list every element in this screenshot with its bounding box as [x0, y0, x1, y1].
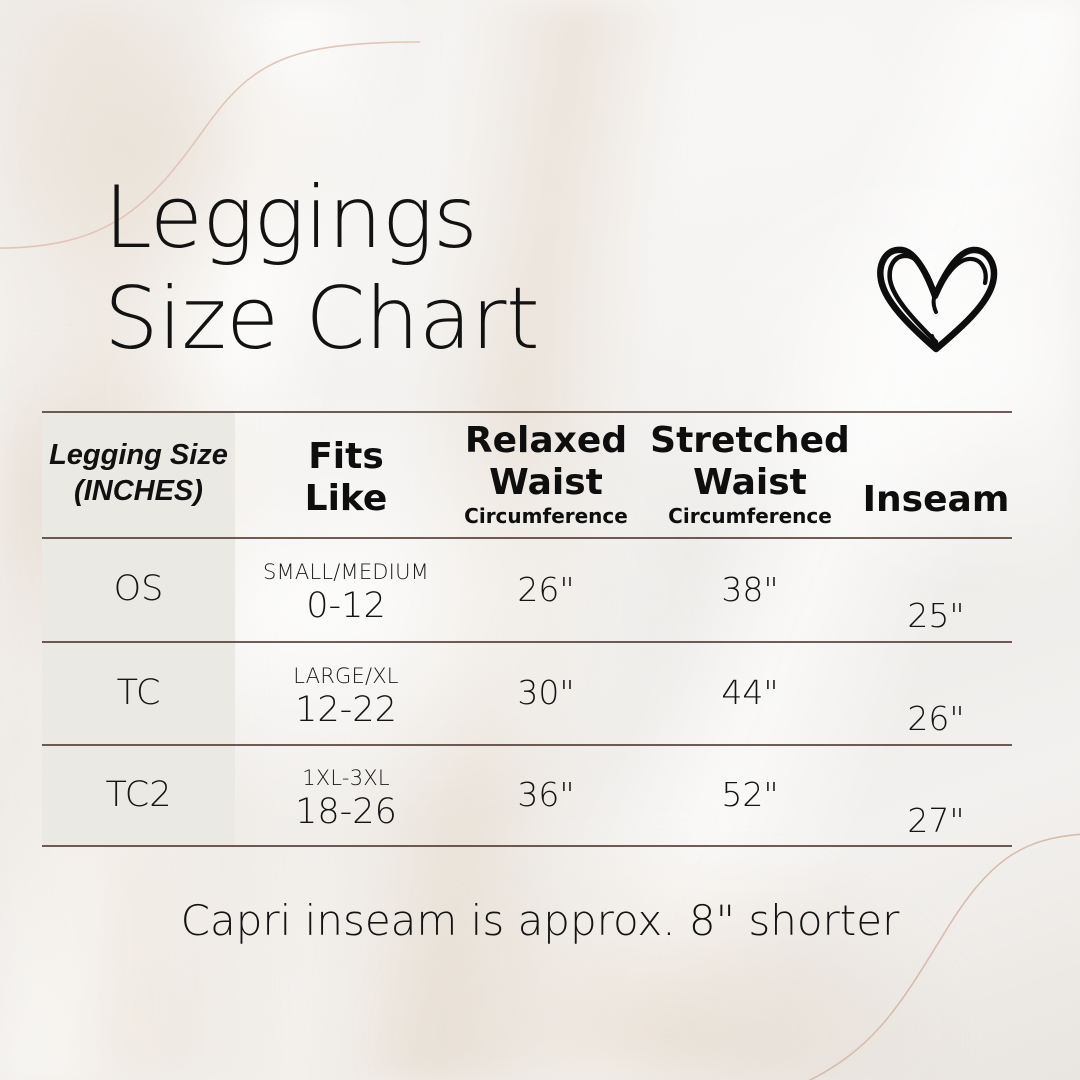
table-row: OS SMALL/MEDIUM 0-12 26" 38" 25" [42, 537, 1012, 641]
cell-stretched-value: 38" [721, 569, 779, 609]
table-rule-header [42, 537, 1012, 539]
header-relaxed-line2: Waist [489, 461, 603, 503]
cell-stretched-value: 52" [721, 775, 779, 814]
table-rule-row-1 [42, 641, 1012, 643]
cell-relaxed-value: 30" [517, 673, 575, 712]
header-fits-line1: Fits [308, 436, 384, 478]
header-cell-stretched-waist: Stretched Waist Circumference [646, 411, 854, 539]
header-stretched-line2: Waist [693, 461, 807, 503]
cell-size-value: TC2 [105, 774, 172, 815]
cell-inseam-value: 25" [907, 595, 965, 635]
size-column-background [42, 411, 235, 845]
cell-fits-label: LARGE/XL [293, 663, 399, 688]
cell-inseam-value: 27" [907, 801, 965, 840]
cell-size-value: TC [116, 672, 161, 713]
header-relaxed-line1: Relaxed [464, 419, 628, 461]
cell-fits-range: 12-22 [295, 689, 397, 730]
cell-fits-label: SMALL/MEDIUM [263, 560, 429, 584]
cell-size-value: OS [113, 569, 164, 609]
cell-fits-range: 18-26 [295, 791, 397, 832]
header-cell-inseam: Inseam [860, 411, 1012, 563]
cell-fits-label: 1XL-3XL [302, 765, 390, 790]
cell-stretched-waist: 52" [646, 744, 854, 847]
cell-relaxed-value: 26" [517, 569, 575, 609]
cell-inseam: 26" [860, 641, 1012, 770]
header-inseam-line1: Inseam [862, 479, 1010, 521]
table-rule-row-2 [42, 744, 1012, 746]
header-relaxed-sub: Circumference [464, 504, 628, 529]
cell-inseam: 25" [860, 537, 1012, 667]
cell-relaxed-value: 36" [517, 775, 575, 814]
cell-relaxed-waist: 36" [446, 744, 646, 847]
cell-relaxed-waist: 30" [446, 641, 646, 746]
cell-inseam-value: 26" [907, 699, 965, 738]
page-title: Leggings Size Chart [104, 168, 804, 371]
table-row: TC LARGE/XL 12-22 30" 44" 26" [42, 641, 1012, 744]
cell-stretched-waist: 44" [646, 641, 854, 746]
heart-doodle-icon [877, 246, 998, 353]
cell-fits-like: 1XL-3XL 18-26 [248, 744, 444, 849]
header-cell-size: Legging Size (INCHES) [42, 411, 235, 537]
header-cell-fits-like: Fits Like [248, 411, 444, 541]
cell-stretched-value: 44" [721, 673, 779, 712]
cell-fits-like: SMALL/MEDIUM 0-12 [248, 537, 444, 645]
table-rule-top [42, 411, 1012, 413]
header-stretched-sub: Circumference [668, 504, 832, 529]
header-cell-relaxed-waist: Relaxed Waist Circumference [446, 411, 646, 539]
header-fits-line2: Like [304, 478, 388, 519]
cell-size: TC [42, 641, 235, 744]
header-size-line1: Legging Size [49, 439, 228, 472]
title-line-1: Leggings [104, 168, 478, 268]
cell-fits-range: 0-12 [306, 586, 386, 626]
header-size-line2: (INCHES) [74, 475, 203, 507]
cell-relaxed-waist: 26" [446, 537, 646, 643]
cell-size: OS [42, 537, 235, 641]
table-rule-bottom [42, 845, 1012, 847]
table-header-row: Legging Size (INCHES) Fits Like Relaxed … [42, 411, 1012, 537]
title-line-2: Size Chart [104, 269, 540, 370]
table-row: TC2 1XL-3XL 18-26 36" 52" 27" [42, 744, 1012, 845]
cell-size: TC2 [42, 744, 235, 845]
cell-stretched-waist: 38" [646, 537, 854, 643]
header-stretched-line1: Stretched [650, 419, 850, 461]
cell-fits-like: LARGE/XL 12-22 [248, 641, 444, 748]
cell-inseam: 27" [860, 744, 1012, 871]
footer-note: Capri inseam is approx. 8" shorter [180, 896, 900, 945]
